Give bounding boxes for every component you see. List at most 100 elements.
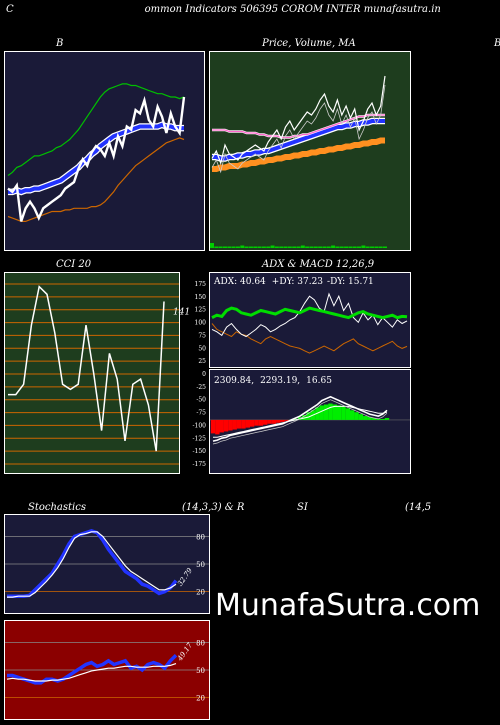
macd-histogram-bar [236, 419, 242, 429]
header-letter: C [6, 4, 14, 15]
price-line [211, 75, 386, 166]
cci-last-value: 141 [173, 307, 190, 317]
volume-bar [279, 246, 284, 248]
macd-histogram-bar [358, 414, 364, 420]
macd-chart: 2309.84, 2293.19, 16.65 [209, 369, 411, 474]
cci-tick-label: -25 [196, 384, 206, 391]
rsi-params: (14,5 [405, 502, 432, 513]
volume-bar [313, 246, 318, 248]
volume-bar [210, 243, 214, 248]
adx-background [209, 272, 411, 368]
cci-tick-label: 50 [198, 345, 206, 352]
macd-histogram-bar [371, 417, 377, 420]
macd-histogram-bar [323, 404, 329, 420]
bb-price-line [7, 95, 186, 222]
macd-histogram-bar [267, 419, 272, 424]
cci-tick-label: 0 [202, 371, 206, 378]
stoch-main-line [7, 529, 178, 598]
cci-tick-label: -125 [193, 435, 207, 442]
stoch-tick-label: 80 [196, 533, 205, 541]
volume-bar [292, 246, 297, 248]
volume-bar [326, 246, 331, 248]
volume-bar [305, 246, 310, 248]
rsi-signal-line [6, 663, 177, 682]
macd-histogram-bar [367, 417, 372, 420]
volume-bar [287, 246, 292, 248]
volume-bar [244, 246, 249, 248]
cci-tick-label: 100 [195, 320, 207, 327]
macd-histogram-bar [350, 410, 355, 420]
cci-tick-label: 175 [195, 281, 207, 288]
macd-value: 2309.84, [214, 376, 254, 386]
macd-histogram-bar [306, 412, 311, 420]
macd-line-shadow [212, 399, 388, 445]
cci-background [4, 272, 180, 474]
adx-title: ADX & MACD 12,26,9 [262, 259, 375, 270]
macd-histogram-bar [354, 412, 359, 420]
volume-bar [257, 246, 262, 248]
volume-bar [370, 246, 375, 248]
macd-histogram-bar [345, 408, 351, 420]
bb-chart [4, 51, 205, 251]
macd-histogram-bar [276, 419, 281, 423]
plus-di-value: +DY: 37.23 [272, 277, 324, 287]
volume-bar [335, 246, 340, 248]
volume-bar [348, 246, 353, 248]
volume-bar [227, 246, 232, 248]
macd-histogram-bar [263, 419, 268, 425]
volume-bar [383, 246, 387, 248]
macd-histogram-bar [271, 419, 277, 424]
cci-tick-label: -50 [196, 397, 206, 404]
adx-chart: ADX: 40.64 +DY: 37.23 -DY: 15.71 [209, 272, 411, 368]
volume-bar [344, 246, 349, 248]
volume-bar [365, 246, 370, 248]
cci-tick-label: 75 [198, 332, 206, 339]
rsi-main-line [7, 654, 178, 685]
cci-tick-label: -75 [196, 410, 206, 417]
volume-bar [274, 246, 279, 248]
bb-background [4, 51, 205, 251]
macd-histogram-bar [363, 416, 368, 420]
volume-bar [214, 246, 219, 248]
macd-histogram-bar [254, 419, 259, 426]
cci-tick-label: 150 [195, 294, 207, 301]
macd-histogram-bar [336, 405, 342, 420]
stoch-signal-line [7, 531, 177, 598]
bb-middle-line [8, 122, 184, 195]
minus-di-value: -DY: 15.71 [327, 277, 374, 287]
stoch-tick-label: 20 [196, 589, 205, 597]
macd-labels: 2309.84, 2293.19, 16.65 [214, 376, 332, 386]
adx-value: ADX: 40.64 [213, 277, 266, 287]
cci-title: CCI 20 [56, 259, 92, 270]
volume-bar [361, 245, 366, 248]
volume-bar [270, 245, 275, 248]
volume-bar [374, 246, 379, 248]
rsi-title: SI [297, 502, 308, 513]
macd-histogram-bar [341, 406, 346, 420]
price-ma-fast [211, 84, 386, 174]
macd-histogram-bar [376, 418, 381, 420]
watermark: MunafaSutra.com [215, 588, 481, 623]
price-chart [209, 51, 411, 251]
macd-histogram-bar [332, 404, 337, 420]
volume-bar [309, 246, 314, 248]
volume-bar [248, 246, 253, 248]
cci-chart: 175 150 125 100 75 50 25 0 -25 -50 -75 -100 -125 -150… [4, 272, 207, 474]
macd-histogram-bar [223, 419, 229, 432]
volume-bar [266, 246, 271, 248]
stoch-params: (14,3,3) & R [182, 502, 245, 513]
macd-histogram-bar [228, 419, 233, 431]
volume-bar [283, 246, 288, 248]
adx-labels: ADX: 40.64 +DY: 37.23 -DY: 15.71 [213, 277, 374, 287]
volume-bar [218, 246, 223, 248]
volume-bar [318, 246, 323, 248]
macd-signal-value: 2293.19, [260, 376, 300, 386]
volume-bar [222, 246, 227, 248]
cci-tick-label: 125 [195, 307, 207, 314]
volume-bar [300, 245, 305, 248]
macd-histogram-bar [219, 419, 224, 433]
macd-histogram-bar [245, 419, 250, 428]
price-title: Price, Volume, MA [262, 38, 356, 49]
cci-tick-label: -100 [193, 422, 207, 429]
